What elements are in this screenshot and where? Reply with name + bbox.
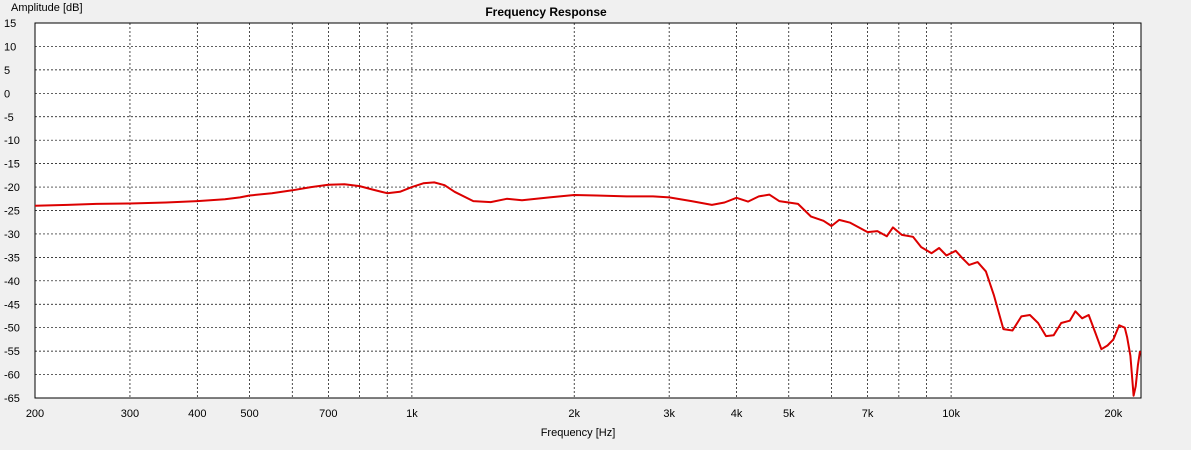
y-tick-label: -30 <box>4 229 20 241</box>
x-tick-label: 5k <box>783 408 795 420</box>
y-tick-label: 10 <box>4 41 16 53</box>
y-tick-label: 0 <box>4 88 10 100</box>
y-axis-label: Amplitude [dB] <box>11 2 83 14</box>
x-tick-label: 1k <box>406 408 418 420</box>
series-layer <box>34 181 1141 397</box>
y-tick-label: -60 <box>4 370 20 382</box>
y-tick-label: -45 <box>4 299 20 311</box>
y-tick-label: -20 <box>4 182 20 194</box>
y-tick-label: 5 <box>4 65 10 77</box>
y-tick-label: -25 <box>4 206 20 218</box>
y-tick-label: -65 <box>4 393 20 405</box>
y-tick-labels: 15 10 5 0 -5 -10 -15 -20 -25 -30 -35 -40 -45 -50 -55 -6… <box>4 18 20 405</box>
y-tick-label: -50 <box>4 323 20 335</box>
x-tick-labels: 200 300 400 500 700 1k 2k 3k 4k 5k 7k 10k 20k <box>26 408 1123 420</box>
chart-title: Frequency Response <box>485 5 607 19</box>
series-line <box>34 181 1141 397</box>
x-tick-label: 2k <box>568 408 580 420</box>
y-tick-label: -5 <box>4 112 14 124</box>
x-axis-label: Frequency [Hz] <box>541 427 616 439</box>
y-tick-label: -15 <box>4 159 20 171</box>
y-tick-label: -10 <box>4 135 20 147</box>
x-tick-label: 3k <box>663 408 675 420</box>
x-tick-label: 4k <box>731 408 743 420</box>
x-tick-label: 7k <box>862 408 874 420</box>
x-tick-label: 500 <box>240 408 258 420</box>
y-tick-label: -40 <box>4 276 20 288</box>
x-tick-label: 300 <box>121 408 139 420</box>
y-tick-label: -55 <box>4 346 20 358</box>
y-tick-label: 15 <box>4 18 16 30</box>
grid-lines <box>35 23 1141 398</box>
x-tick-label: 20k <box>1105 408 1123 420</box>
x-tick-label: 10k <box>942 408 960 420</box>
x-tick-label: 400 <box>188 408 206 420</box>
y-tick-label: -35 <box>4 252 20 264</box>
x-tick-label: 200 <box>26 408 44 420</box>
x-tick-label: 700 <box>319 408 337 420</box>
